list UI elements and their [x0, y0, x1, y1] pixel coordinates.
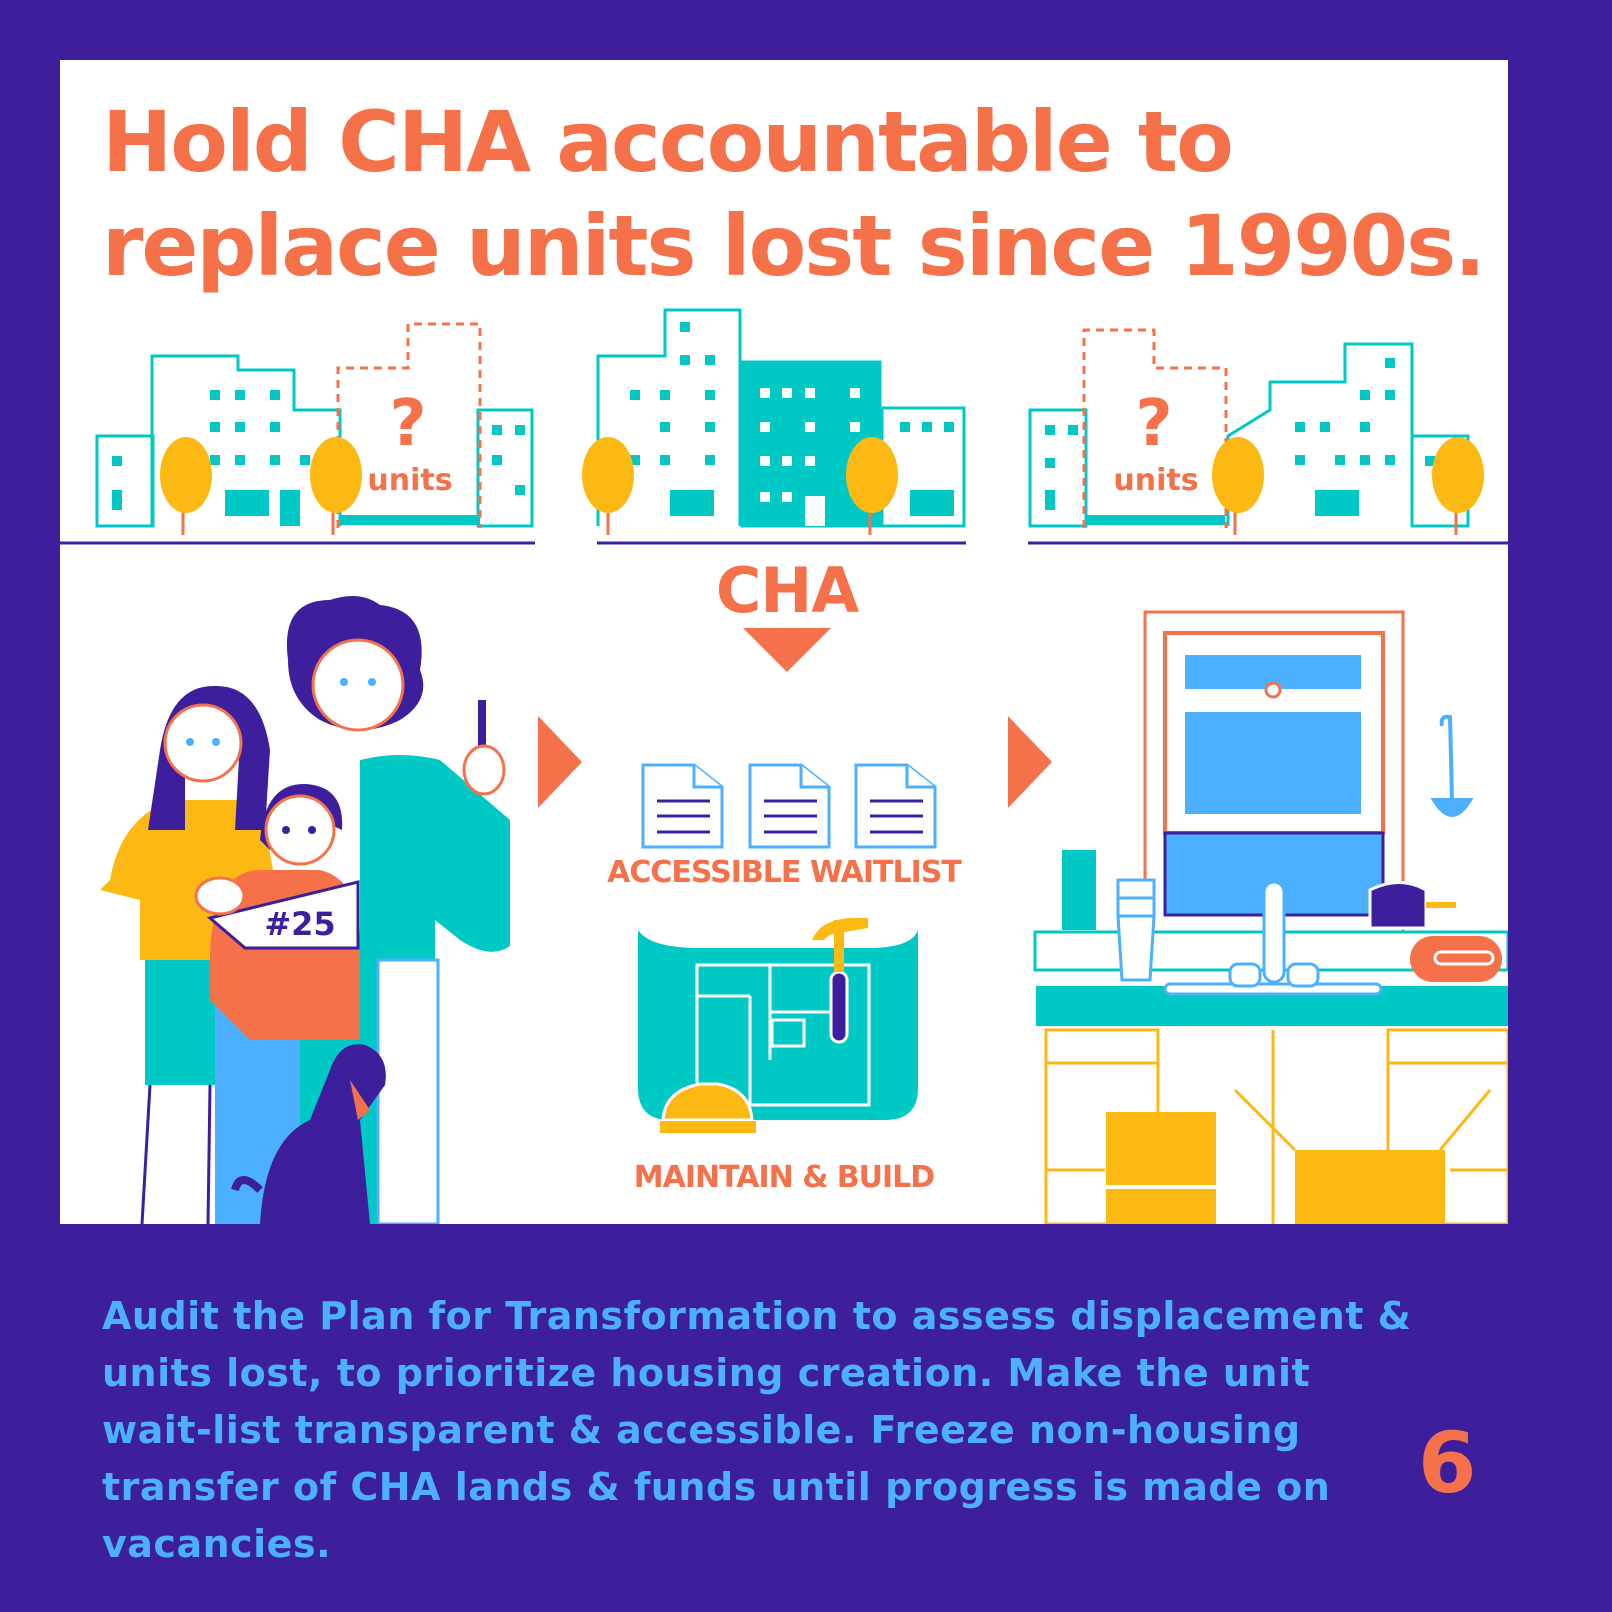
unknown-units-symbol: ?: [1135, 387, 1172, 461]
page-number: 6: [1418, 1414, 1477, 1512]
hammer-icon: [812, 918, 868, 1044]
left-buildings: [95, 322, 534, 535]
tree-icon: [846, 437, 898, 535]
kitchen-illustration: [1033, 610, 1508, 1224]
middle-buildings: [582, 308, 966, 535]
towel-icon: [1410, 936, 1502, 982]
arrow-right-icon: [538, 716, 582, 808]
cups-icon: [1116, 878, 1156, 982]
unknown-units-label: units: [367, 463, 452, 498]
right-buildings: [1028, 328, 1484, 535]
tree-icon: [310, 437, 362, 535]
hard-hat-icon: [660, 1082, 756, 1133]
arrow-right-icon: [1008, 716, 1052, 808]
cabinets: [1044, 1028, 1508, 1224]
build-label: MAINTAIN & BUILD: [634, 1160, 935, 1195]
waitlist-documents: [641, 763, 937, 849]
tree-icon: [1432, 437, 1484, 535]
unknown-units-symbol: ?: [389, 387, 426, 461]
dog-icon: [231, 1044, 386, 1224]
document-icon: [641, 763, 724, 849]
cha-label: CHA: [716, 554, 859, 627]
body-text: Audit the Plan for Transformation to ass…: [102, 1294, 1412, 1566]
blueprint-icon: [638, 918, 918, 1133]
tree-icon: [582, 437, 634, 535]
illustration: ? units: [60, 308, 1508, 1224]
ladle-icon: [1430, 714, 1474, 817]
unknown-units-label: units: [1113, 463, 1198, 498]
waitlist-label: ACCESSIBLE WAITLIST: [607, 855, 962, 890]
document-icon: [748, 763, 831, 849]
box-icon: [1295, 1150, 1445, 1224]
title-line-1: Hold CHA accountable to: [102, 93, 1234, 191]
poster-panel: ? units: [60, 60, 1508, 1224]
family-illustration: #25: [100, 596, 510, 1224]
ticket-number: #25: [264, 905, 335, 943]
tree-icon: [160, 437, 212, 535]
pot-icon: [1368, 881, 1456, 930]
title-line-2: replace units lost since 1990s.: [102, 197, 1486, 295]
arrow-down-icon: [743, 628, 831, 672]
page-title: Hold CHA accountable to replace units lo…: [102, 90, 1486, 298]
box-icon: [1106, 1112, 1216, 1224]
ticket-icon: #25: [206, 880, 360, 950]
document-icon: [854, 763, 937, 849]
tree-icon: [1212, 437, 1264, 535]
